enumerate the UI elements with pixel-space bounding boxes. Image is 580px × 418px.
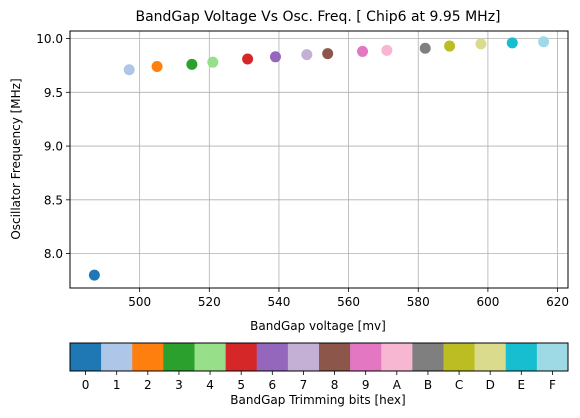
scatter-point-5 bbox=[242, 53, 254, 65]
y-tick-label: 9.0 bbox=[44, 140, 63, 154]
scatter-point-7 bbox=[301, 49, 313, 61]
scatter-plot: 500 520 540 560 580 600 620 8.0 8.5 9.0 9.5 10.0 bbox=[36, 30, 569, 309]
grid bbox=[70, 31, 568, 288]
scatter-point-2 bbox=[151, 60, 163, 72]
colorbar-cell-6 bbox=[256, 343, 289, 371]
colorbar-tick-label: 4 bbox=[206, 378, 214, 392]
colorbar-tick-label: 0 bbox=[82, 378, 90, 392]
x-axis-ticks: 500 520 540 560 580 600 620 bbox=[128, 288, 569, 309]
x-tick-label: 580 bbox=[407, 295, 430, 309]
colorbar-tick-label: 7 bbox=[300, 378, 308, 392]
colorbar-tick-label: F bbox=[549, 378, 556, 392]
colorbar-cell-b bbox=[412, 343, 444, 371]
colorbar-ticks: 0 1 2 3 4 5 6 7 8 9 A B C D E F bbox=[82, 371, 556, 392]
y-tick-label: 10.0 bbox=[36, 32, 63, 46]
scatter-point-8 bbox=[322, 48, 334, 60]
y-axis-label: Oscillator Frequency [MHz] bbox=[9, 78, 23, 239]
scatter-point-a bbox=[381, 44, 393, 56]
x-tick-label: 500 bbox=[128, 295, 151, 309]
colorbar-tick-label: 2 bbox=[144, 378, 152, 392]
scatter-point-e bbox=[506, 37, 518, 49]
colorbar-tick-label: 1 bbox=[113, 378, 121, 392]
colorbar-tick-label: 5 bbox=[237, 378, 245, 392]
colorbar-cell-c bbox=[443, 343, 475, 371]
colorbar-cell-9 bbox=[350, 343, 382, 371]
y-tick-label: 8.5 bbox=[44, 193, 63, 207]
colorbar-cell-3 bbox=[163, 343, 195, 371]
colorbar-label: BandGap Trimming bits [hex] bbox=[230, 393, 405, 407]
colorbar-tick-label: 8 bbox=[331, 378, 339, 392]
colorbar-cell-0 bbox=[70, 343, 102, 371]
colorbar-tick-label: 3 bbox=[175, 378, 183, 392]
x-axis-label: BandGap voltage [mv] bbox=[250, 319, 386, 333]
colorbar-cell-5 bbox=[225, 343, 258, 371]
x-tick-label: 540 bbox=[267, 295, 290, 309]
scatter-point-b bbox=[419, 42, 431, 54]
x-tick-label: 560 bbox=[337, 295, 360, 309]
chart-title: BandGap Voltage Vs Osc. Freq. [ Chip6 at… bbox=[135, 9, 500, 25]
colorbar-cell-7 bbox=[287, 343, 320, 371]
colorbar-cell-d bbox=[474, 343, 507, 371]
scatter-point-d bbox=[475, 38, 487, 50]
scatter-point-4 bbox=[207, 56, 219, 68]
scatter-points bbox=[88, 36, 550, 281]
y-axis-ticks: 8.0 8.5 9.0 9.5 10.0 bbox=[36, 32, 70, 261]
colorbar-tick-label: 6 bbox=[268, 378, 276, 392]
colorbar-tick-label: B bbox=[424, 378, 432, 392]
colorbar-cell-1 bbox=[101, 343, 133, 371]
scatter-point-3 bbox=[186, 58, 198, 70]
colorbar-frame bbox=[69, 342, 569, 372]
colorbar-cell-4 bbox=[194, 343, 226, 371]
colorbar-tick-label: E bbox=[518, 378, 526, 392]
colorbar-tick-label: A bbox=[393, 378, 402, 392]
colorbar-cell-a bbox=[381, 343, 413, 371]
y-tick-label: 9.5 bbox=[44, 86, 63, 100]
scatter-point-9 bbox=[357, 45, 369, 57]
colorbar-cell-2 bbox=[132, 343, 164, 371]
x-tick-label: 620 bbox=[546, 295, 569, 309]
plot-frame bbox=[69, 30, 569, 289]
scatter-point-1 bbox=[123, 64, 135, 76]
colorbar-cell-8 bbox=[319, 343, 351, 371]
colorbar-cell-e bbox=[505, 343, 538, 371]
scatter-point-f bbox=[538, 36, 550, 48]
colorbar-tick-label: 9 bbox=[362, 378, 370, 392]
colorbar-cell-f bbox=[536, 343, 569, 371]
scatter-point-0 bbox=[88, 269, 100, 281]
colorbar-tick-label: D bbox=[486, 378, 495, 392]
y-tick-label: 8.0 bbox=[44, 247, 63, 261]
colorbar bbox=[70, 343, 569, 371]
colorbar-tick-label: C bbox=[455, 378, 463, 392]
scatter-point-c bbox=[444, 40, 456, 52]
x-tick-label: 600 bbox=[476, 295, 499, 309]
x-tick-label: 520 bbox=[198, 295, 221, 309]
scatter-point-6 bbox=[269, 51, 281, 63]
